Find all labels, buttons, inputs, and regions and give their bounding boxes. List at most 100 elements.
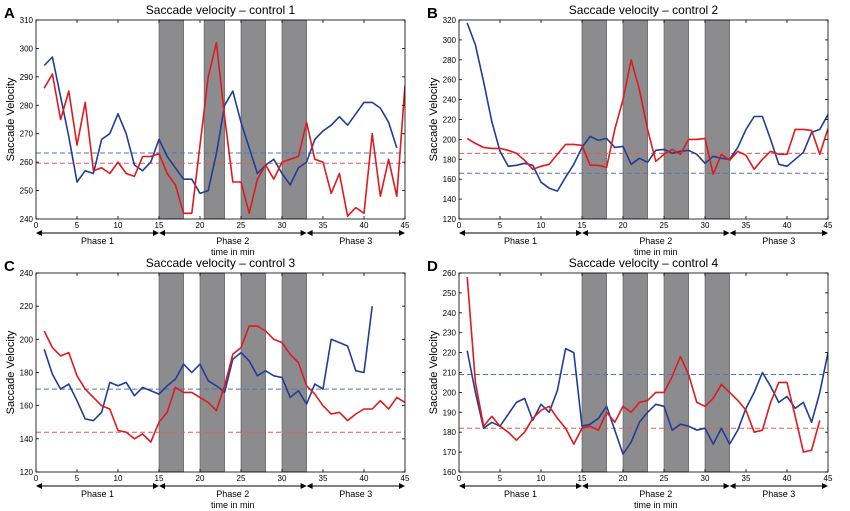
stimulation-band xyxy=(622,19,648,220)
x-axis-label: time in min xyxy=(211,247,255,257)
y-tick-label: 180 xyxy=(443,428,457,437)
x-tick-label: 5 xyxy=(498,221,503,230)
phase-label: Phase 1 xyxy=(504,489,537,499)
x-tick-label: 15 xyxy=(578,221,587,230)
x-tick-label: 10 xyxy=(537,474,546,483)
stimulation-band xyxy=(663,272,689,473)
x-tick-label: 35 xyxy=(742,474,751,483)
stimulation-band xyxy=(704,19,730,220)
phase-label: Phase 2 xyxy=(639,236,672,246)
series-line-blue xyxy=(43,56,398,195)
x-tick-label: 35 xyxy=(742,221,751,230)
x-tick-label: 0 xyxy=(457,221,462,230)
y-tick-label: 220 xyxy=(20,302,34,311)
x-tick-label: 5 xyxy=(498,474,503,483)
stimulation-band xyxy=(704,272,730,473)
y-tick-label: 240 xyxy=(443,309,457,318)
stimulation-band xyxy=(240,19,266,220)
phase-arrow-head-left xyxy=(306,230,313,236)
phase-arrow-head-left xyxy=(306,483,313,489)
y-tick-label: 200 xyxy=(443,135,457,144)
x-tick-label: 25 xyxy=(237,474,246,483)
x-axis-label: time in min xyxy=(634,500,678,510)
x-tick-label: 10 xyxy=(114,474,123,483)
series-line-red xyxy=(43,325,405,443)
x-tick-label: 40 xyxy=(360,474,369,483)
series-line-blue xyxy=(43,306,373,422)
x-tick-label: 20 xyxy=(619,221,628,230)
stimulation-band xyxy=(663,19,689,220)
y-tick-label: 220 xyxy=(443,349,457,358)
x-tick-label: 35 xyxy=(319,474,328,483)
phase-arrow-head-right xyxy=(153,483,159,489)
x-tick-label: 10 xyxy=(114,221,123,230)
plot-frame xyxy=(35,19,406,220)
y-tick-label: 120 xyxy=(443,215,457,224)
stimulation-band xyxy=(281,19,307,220)
x-tick-label: 0 xyxy=(34,474,39,483)
x-tick-label: 25 xyxy=(660,221,669,230)
x-tick-label: 45 xyxy=(401,221,410,230)
stimulation-band xyxy=(199,272,225,473)
x-tick-label: 45 xyxy=(824,221,833,230)
x-tick-label: 25 xyxy=(237,221,246,230)
chart-title: Saccade velocity – control 4 xyxy=(569,256,719,270)
phase-arrow-head-left xyxy=(159,230,165,236)
y-tick-label: 180 xyxy=(443,155,457,164)
y-tick-label: 290 xyxy=(20,73,34,82)
y-tick-label: 300 xyxy=(443,36,457,45)
x-tick-label: 20 xyxy=(196,474,205,483)
y-tick-label: 240 xyxy=(20,269,34,278)
x-tick-label: 20 xyxy=(196,221,205,230)
x-tick-label: 10 xyxy=(537,221,546,230)
x-tick-label: 35 xyxy=(319,221,328,230)
y-tick-label: 280 xyxy=(443,56,457,65)
phase-arrow-head-left xyxy=(36,230,42,236)
x-tick-label: 30 xyxy=(701,474,710,483)
phase-label: Phase 3 xyxy=(762,236,795,246)
y-tick-label: 200 xyxy=(20,335,34,344)
y-tick-label: 260 xyxy=(443,269,457,278)
series-line-red xyxy=(43,41,405,217)
x-tick-label: 5 xyxy=(75,221,80,230)
phase-arrow-head-left xyxy=(729,483,736,489)
y-tick-label: 310 xyxy=(20,16,34,25)
y-tick-label: 250 xyxy=(443,289,457,298)
stimulation-band xyxy=(581,272,607,473)
y-tick-label: 180 xyxy=(20,369,34,378)
y-tick-label: 260 xyxy=(443,76,457,85)
y-tick-label: 200 xyxy=(443,388,457,397)
y-tick-label: 240 xyxy=(443,96,457,105)
y-tick-label: 260 xyxy=(20,158,34,167)
y-axis-label: Saccade Velocity xyxy=(428,330,440,414)
phase-label: Phase 2 xyxy=(216,236,249,246)
stimulation-band xyxy=(158,19,184,220)
phase-arrow-head-right xyxy=(576,230,582,236)
x-tick-label: 15 xyxy=(155,221,164,230)
y-tick-label: 160 xyxy=(20,402,34,411)
phase-arrow-head-right xyxy=(822,230,828,236)
x-tick-label: 15 xyxy=(578,474,587,483)
phase-label: Phase 3 xyxy=(762,489,795,499)
x-tick-label: 40 xyxy=(783,474,792,483)
x-tick-label: 40 xyxy=(783,221,792,230)
stimulation-band xyxy=(281,272,307,473)
phase-label: Phase 1 xyxy=(504,236,537,246)
x-tick-label: 0 xyxy=(34,221,39,230)
phase-arrow-head-right xyxy=(399,230,405,236)
y-tick-label: 240 xyxy=(20,215,34,224)
x-axis-label: time in min xyxy=(211,500,255,510)
x-tick-label: 30 xyxy=(701,221,710,230)
x-tick-label: 25 xyxy=(660,474,669,483)
y-tick-label: 160 xyxy=(443,468,457,477)
x-tick-label: 45 xyxy=(824,474,833,483)
x-tick-label: 30 xyxy=(278,221,287,230)
y-tick-label: 170 xyxy=(443,448,457,457)
y-tick-label: 210 xyxy=(443,369,457,378)
x-tick-label: 0 xyxy=(457,474,462,483)
phase-label: Phase 3 xyxy=(339,236,372,246)
x-tick-label: 45 xyxy=(401,474,410,483)
chart-title: Saccade velocity – control 3 xyxy=(146,256,296,270)
phase-arrow-head-left xyxy=(459,483,465,489)
phase-label: Phase 2 xyxy=(216,489,249,499)
